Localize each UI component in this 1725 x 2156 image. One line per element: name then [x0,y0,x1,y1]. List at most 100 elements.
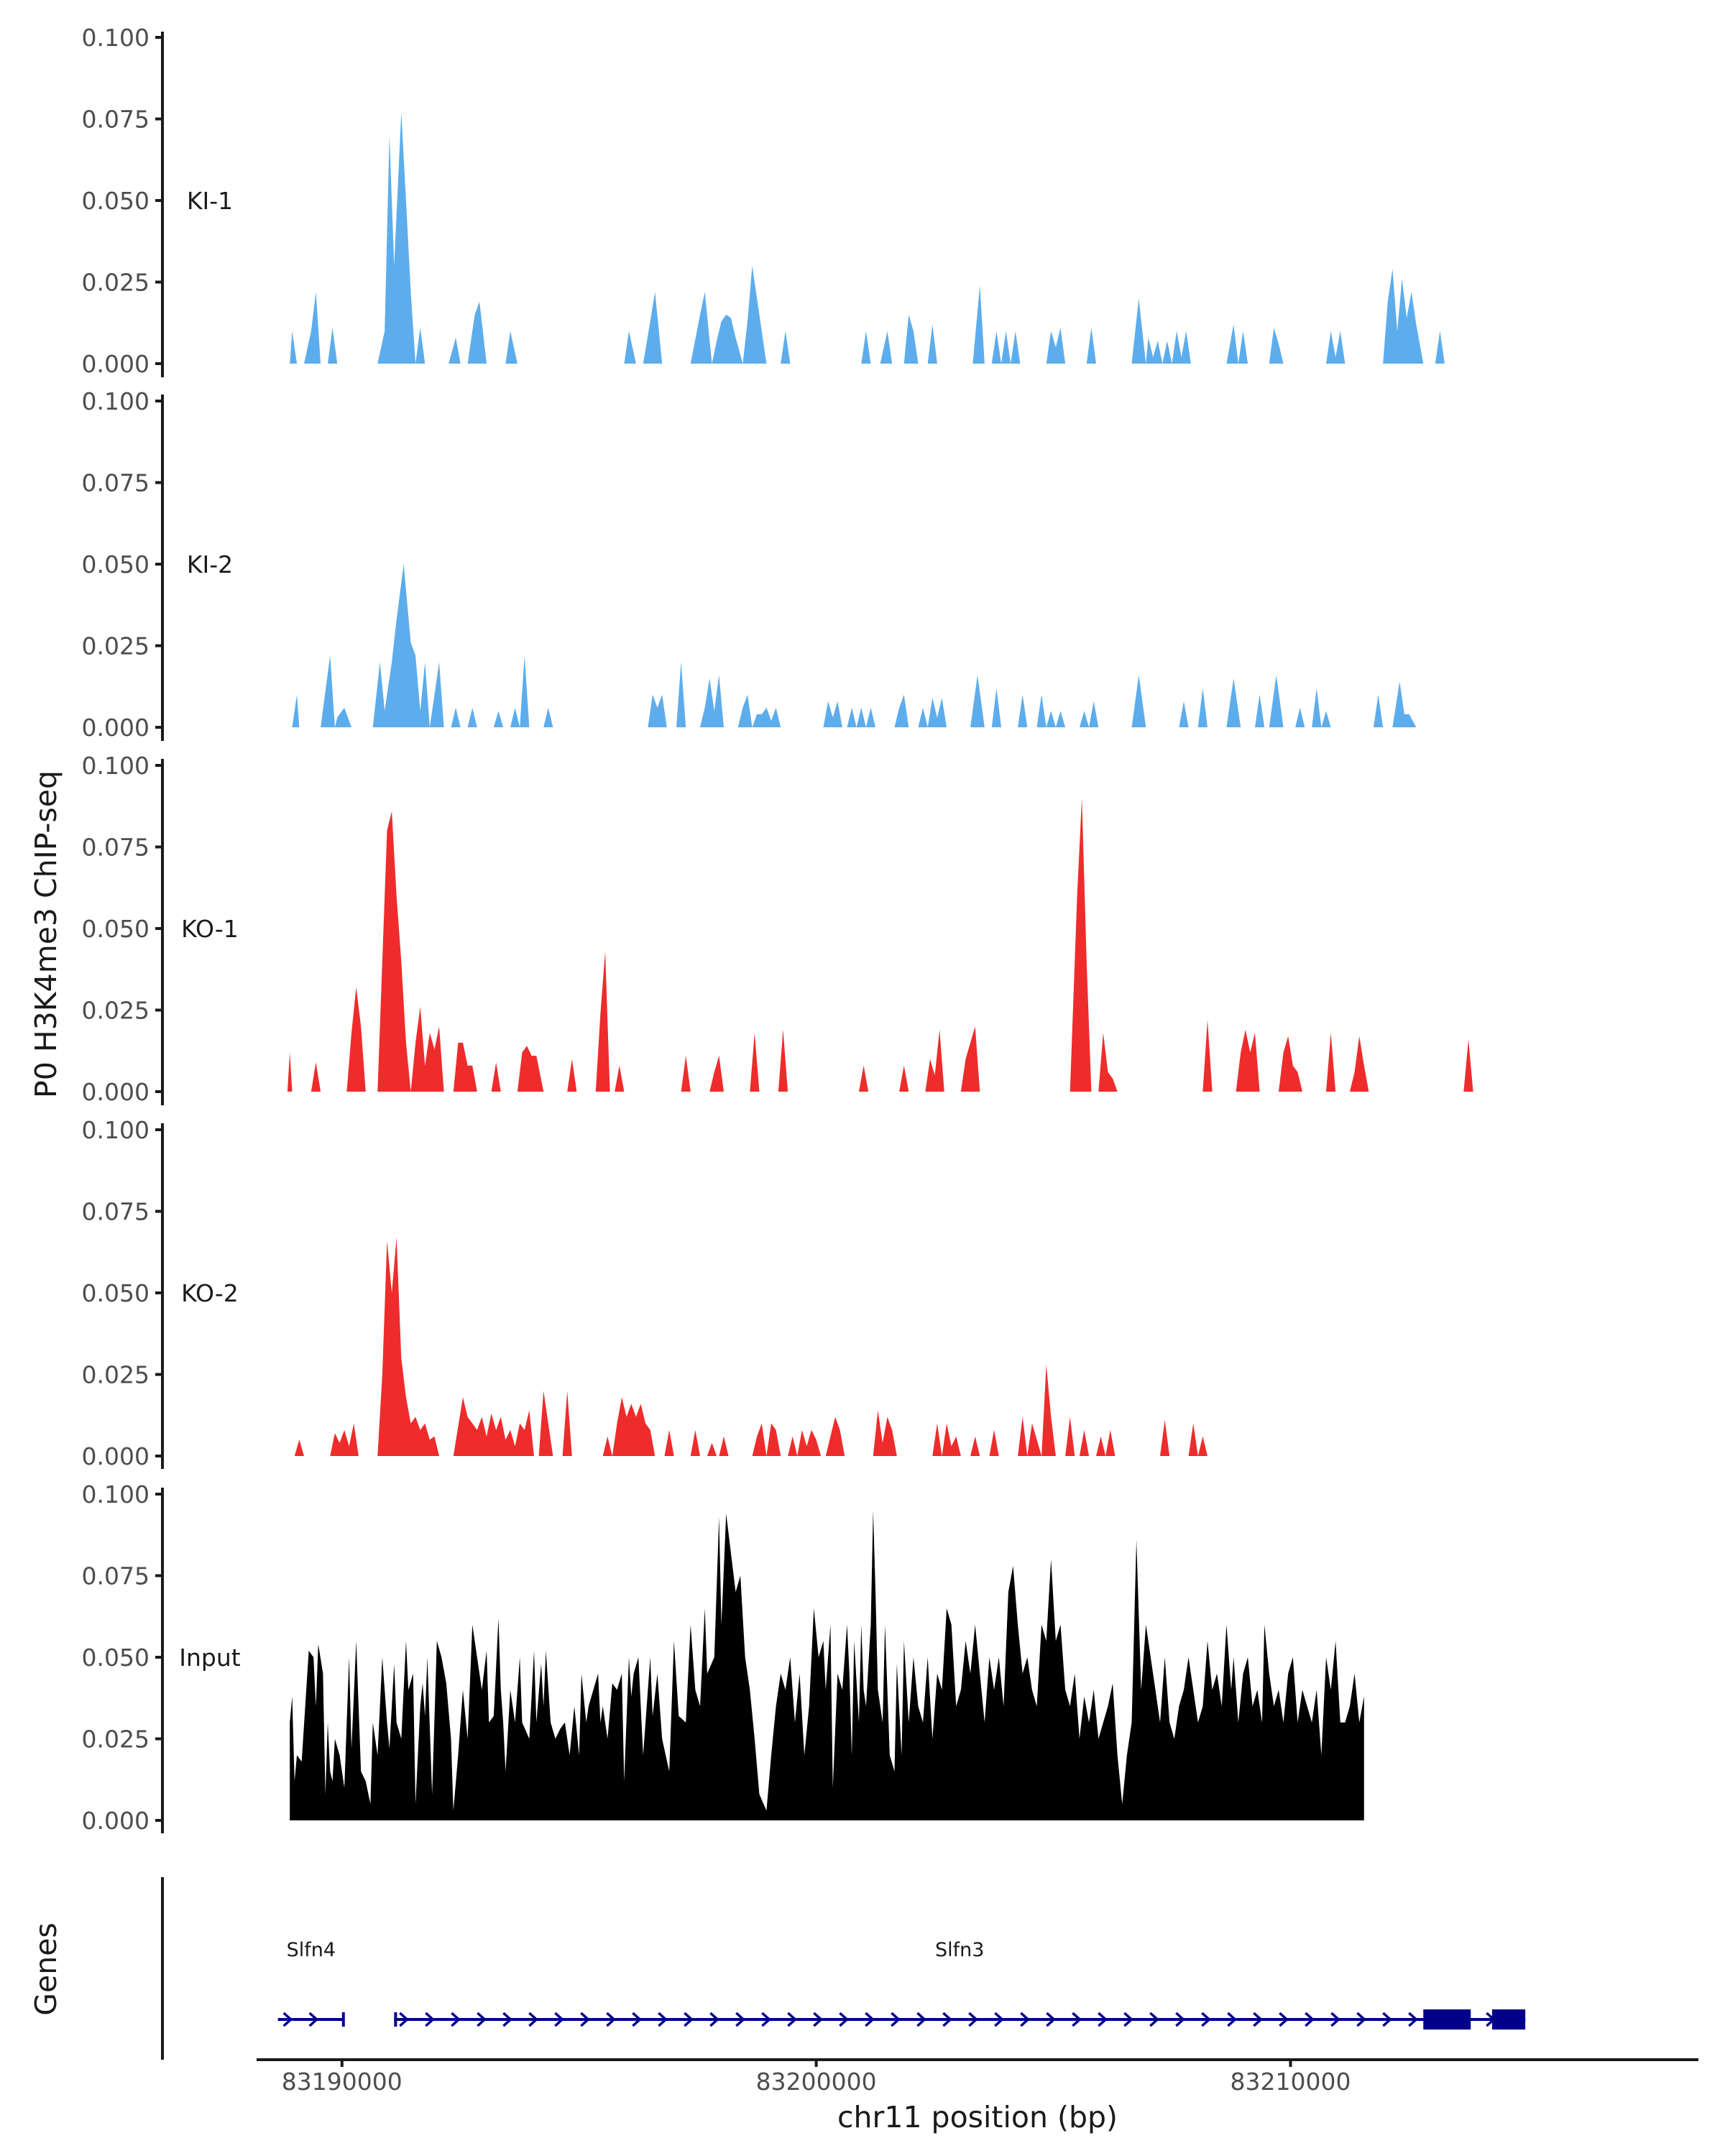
strand-arrow-icon [1305,2012,1315,2027]
strand-arrow-icon [554,2012,564,2027]
track-label: KI-1 [187,187,233,215]
strand-arrow-icon [787,2012,797,2027]
strand-arrow-icon [813,2012,823,2027]
track-label: KO-2 [181,1279,239,1307]
strand-arrow-icon [1330,2012,1340,2027]
y-tick-label: 0.050 [82,915,150,943]
gene-name-label: Slfn4 [287,1939,336,1961]
genes-axis-title: Genes [29,1922,63,2016]
signal-area-ko-2 [294,1237,1208,1456]
strand-arrow-icon [477,2012,487,2027]
y-tick-label: 0.025 [82,997,150,1025]
strand-arrow-icon [968,2012,978,2027]
y-tick-label: 0.000 [82,1078,150,1106]
x-tick-label: 83200000 [756,2068,877,2096]
exon [1491,2009,1526,2030]
y-tick-label: 0.000 [82,350,150,378]
strand-arrow-icon [528,2012,538,2027]
strand-arrow-icon [399,2012,409,2027]
strand-arrow-icon [606,2012,616,2027]
y-tick-label: 0.100 [82,24,150,52]
y-tick-label: 0.000 [82,1807,150,1835]
y-tick-label: 0.100 [82,752,150,780]
signal-area-ko-1 [287,798,1473,1092]
signal-area-ki-1 [290,112,1445,364]
y-tick-label: 0.025 [82,632,150,660]
strand-arrow-icon [1382,2012,1392,2027]
strand-arrow-icon [1098,2012,1108,2027]
strand-arrow-icon [580,2012,590,2027]
strand-arrow-icon [425,2012,435,2027]
gene-slfn4: Slfn4 [277,1939,345,2027]
track-label: KI-2 [187,550,233,579]
track-label: Input [179,1644,241,1672]
y-tick-label: 0.100 [82,387,150,415]
strand-arrow-icon [1046,2012,1056,2027]
strand-arrow-icon [942,2012,952,2027]
y-tick-label: 0.025 [82,269,150,297]
strand-arrow-icon [735,2012,745,2027]
strand-arrow-icon [451,2012,461,2027]
strand-arrow-icon [308,2012,319,2027]
y-tick-label: 0.100 [82,1480,150,1508]
y-tick-label: 0.000 [82,714,150,742]
y-tick-label: 0.100 [82,1116,150,1144]
signal-tracks: 0.0000.0250.0500.0750.100KI-10.0000.0250… [82,24,1473,1835]
strand-arrow-icon [761,2012,771,2027]
strand-arrow-icon [684,2012,694,2027]
y-tick-label: 0.075 [82,834,150,862]
strand-arrow-icon [1175,2012,1185,2027]
gene-models: Slfn4 Slfn3 [277,1939,1526,2030]
strand-arrow-icon [1020,2012,1030,2027]
track-ko-1: 0.000 0.025 0.050 0.075 0.100 KO-1 [82,752,1473,1106]
strand-arrow-icon [1227,2012,1237,2027]
gene-name-label: Slfn3 [935,1939,984,1961]
track-ki-2: 0.000 0.025 0.050 0.075 0.100 KI-2 [82,387,1417,742]
y-tick-label: 0.000 [82,1442,150,1470]
y-tick-label: 0.075 [82,106,150,134]
strand-arrow-icon [1356,2012,1366,2027]
strand-arrow-icon [1072,2012,1082,2027]
x-ticks: 83190000 83200000 83210000 [282,2060,1351,2096]
strand-arrow-icon [282,2012,293,2027]
signal-area-input [290,1510,1364,1820]
y-tick-label: 0.025 [82,1726,150,1754]
strand-arrow-icon [916,2012,926,2027]
strand-arrow-icon [632,2012,642,2027]
y-tick-label: 0.050 [82,187,150,215]
exon [394,2012,397,2027]
exon [1423,2009,1471,2030]
strand-arrow-icon [658,2012,668,2027]
strand-arrow-icon [1123,2012,1133,2027]
exon [341,2012,345,2027]
track-input: 0.000 0.025 0.050 0.075 0.100 Input [82,1480,1364,1835]
strand-arrow-icon [865,2012,875,2027]
signal-area-ki-2 [292,564,1417,727]
gene-slfn3: Slfn3 [394,1939,1526,2030]
strand-arrow-icon [1149,2012,1159,2027]
strand-arrow-icon [839,2012,849,2027]
strand-arrow-icon [1253,2012,1263,2027]
genes-panel: Genes Slfn4 Slfn3 [29,1877,1526,2060]
strand-arrow-icon [1279,2012,1289,2027]
strand-arrow-icon [994,2012,1004,2027]
y-tick-label: 0.075 [82,1198,150,1226]
x-axis: 83190000 83200000 83210000 chr11 position … [257,2058,1698,2134]
x-tick-label: 83190000 [282,2068,402,2096]
y-tick-label: 0.050 [82,1279,150,1307]
strand-arrow-icon [891,2012,901,2027]
strand-arrow-icon [1201,2012,1211,2027]
track-ko-2: 0.000 0.025 0.050 0.075 0.100 KO-2 [82,1116,1208,1470]
y-tick-label: 0.075 [82,1562,150,1590]
y-tick-label: 0.050 [82,550,150,579]
track-label: KO-1 [181,915,239,943]
y-tick-label: 0.075 [82,469,150,497]
y-axis-title: P0 H3K4me3 ChIP-seq [29,770,63,1098]
strand-arrow-icon [709,2012,719,2027]
strand-arrow-icon [502,2012,512,2027]
track-ki-1: 0.000 0.025 0.050 0.075 0.100 KI-1 [82,24,1445,378]
y-tick-label: 0.025 [82,1361,150,1389]
x-tick-label: 83210000 [1230,2068,1351,2096]
strand-arrow-icon [1408,2012,1418,2027]
